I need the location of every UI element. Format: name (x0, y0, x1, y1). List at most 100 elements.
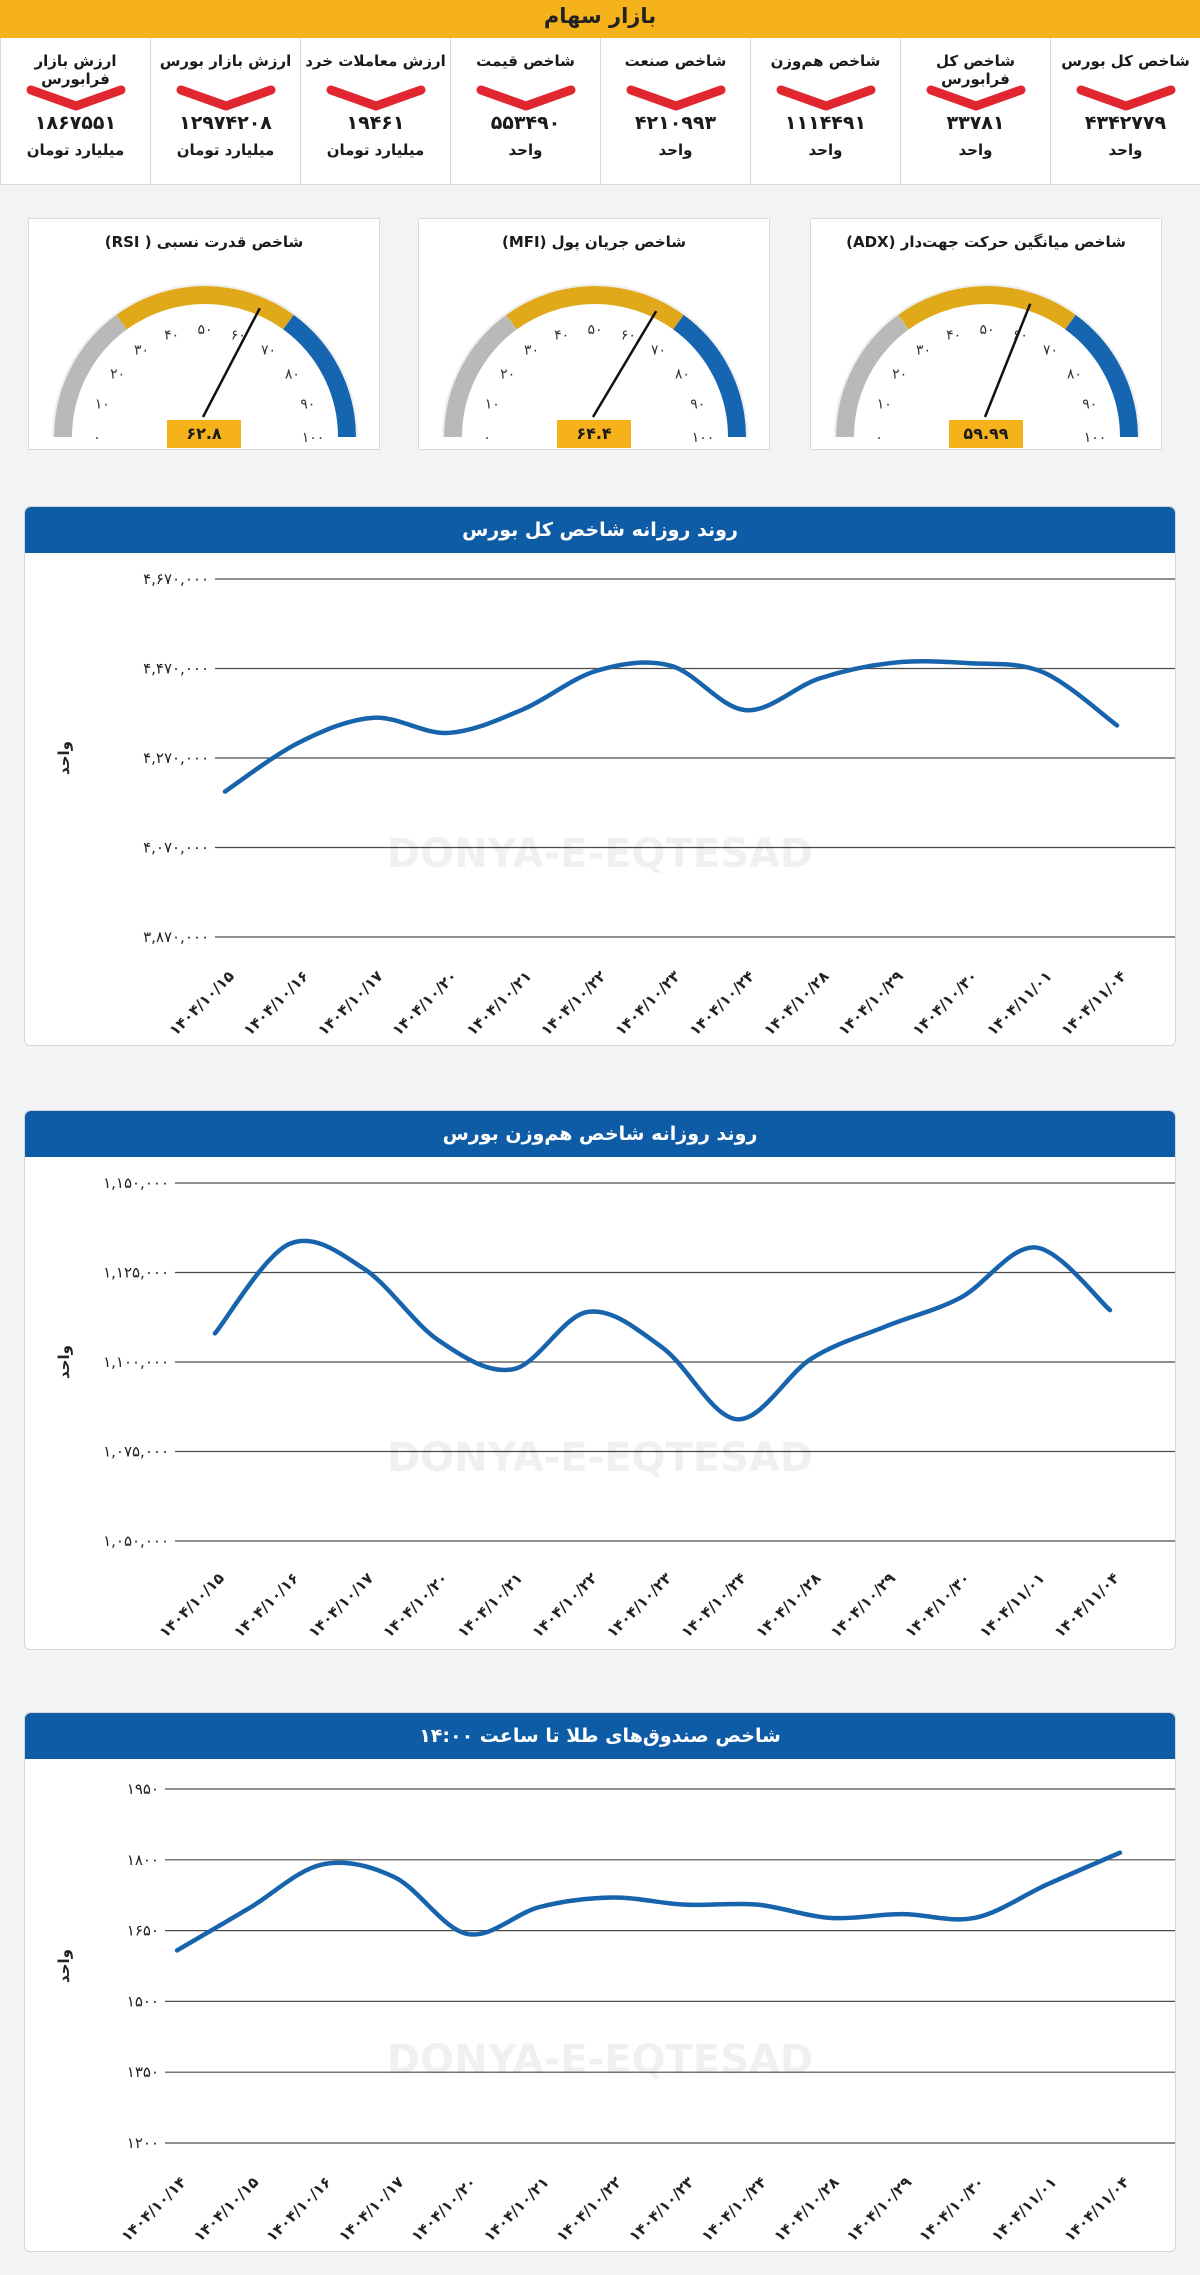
x-tick-label: ۱۴۰۴/۱۰/۲۹ (827, 1569, 899, 1641)
section-title: بازار سهام (543, 4, 657, 28)
gauge-band (54, 314, 127, 438)
series-line (222, 659, 1120, 794)
stat-value: ۱۹۴۶۱ (346, 112, 405, 134)
gauge-tick-label: ۷۰ (651, 343, 666, 359)
x-tick-label: ۱۴۰۴/۱۰/۲۸ (760, 967, 832, 1039)
x-tick-label: ۱۴۰۴/۱۰/۲۰ (408, 2173, 480, 2245)
stat-value: ۱۸۶۷۵۵۱ (34, 112, 117, 134)
stat-label: شاخص کل بورس (1061, 52, 1190, 70)
gauge-tick-label: ۴۰ (554, 327, 569, 343)
down-chevron-icon (326, 85, 425, 111)
chart-panel: شاخص صندوق‌های طلا تا ساعت ۱۴:۰۰ ۱۹۵۰ ۱۸۰۰… (24, 1712, 1176, 2252)
x-tick-label: ۱۴۰۴/۱۰/۱۵ (166, 967, 238, 1039)
x-tick-label: ۱۴۰۴/۱۰/۱۴ (118, 2173, 190, 2245)
stat-label: ارزش بازار فرابورس (34, 52, 117, 88)
stat-label: شاخص کل فرابورس (936, 52, 1015, 88)
x-tick-label: ۱۴۰۴/۱۰/۲۸ (770, 2173, 842, 2245)
gauge-tick-label: ۱۰۰ (692, 430, 715, 446)
x-tick-label: ۱۴۰۴/۱۰/۳۰ (901, 1569, 973, 1641)
gauge-tick-label: ۲۰ (110, 367, 125, 383)
y-tick-label: ۱,۰۵۰,۰۰۰ (103, 1532, 169, 1550)
gauge-tick-label: ۳۰ (916, 343, 931, 359)
gauge-tick-label: ۷۰ (1043, 343, 1058, 359)
gauge-tick-label: ۹۰ (690, 397, 705, 413)
watermark: DONYA-E-EQTESAD (387, 831, 813, 877)
stat-value: ۳۳۷۸۱ (946, 112, 1005, 134)
stat-unit: واحد (958, 141, 993, 159)
x-tick-label: ۱۴۰۴/۱۰/۲۱ (463, 967, 535, 1039)
y-tick-label: ۴,۴۷۰,۰۰۰ (143, 660, 209, 678)
down-chevron-icon (926, 85, 1025, 111)
stat-label: شاخص هم‌وزن (770, 52, 881, 70)
x-tick-label: ۱۴۰۴/۱۰/۱۶ (240, 967, 312, 1039)
x-tick-label: ۱۴۰۴/۱۰/۳۰ (909, 967, 981, 1039)
stat-label: ارزش بازار بورس (159, 52, 292, 70)
gauge-band (836, 314, 909, 438)
gauge-tick-label: ۵۰ (197, 322, 212, 338)
chart-title: روند روزانه شاخص هم‌وزن بورس (25, 1111, 1175, 1157)
section-banner: بازار سهام (0, 0, 1200, 38)
gauge-panel: شاخص میانگین حرکت جهت‌دار (ADX) ۰ ۱۰ ۲۰ ۳۰ ۴۰… (810, 218, 1162, 450)
y-tick-label: ۱۳۵۰ (127, 2063, 159, 2081)
x-tick-label: ۱۴۰۴/۱۰/۲۴ (686, 967, 758, 1039)
y-tick-label: ۱۶۵۰ (127, 1922, 159, 1940)
gauge-band (673, 314, 746, 438)
y-tick-label: ۱,۰۷۵,۰۰۰ (103, 1443, 169, 1461)
stat-unit: میلیارد تومان (26, 141, 125, 159)
gauge-tick-label: ۸۰ (675, 367, 690, 383)
gauge-tick-label: ۲۰ (500, 367, 515, 383)
stat-label: شاخص صنعت (624, 52, 727, 70)
x-tick-label: ۱۴۰۴/۱۰/۲۲ (537, 967, 609, 1039)
x-tick-label: ۱۴۰۴/۱۰/۱۵ (190, 2173, 262, 2245)
x-tick-label: ۱۴۰۴/۱۰/۲۳ (603, 1569, 675, 1641)
y-axis-label: واحد (55, 741, 73, 775)
x-tick-label: ۱۴۰۴/۱۰/۲۳ (612, 967, 684, 1039)
stat-value: ۴۳۴۲۷۷۹ (1084, 112, 1167, 134)
x-tick-label: ۱۴۰۴/۱۰/۱۶ (230, 1569, 302, 1641)
stat-label: شاخص قیمت (476, 52, 575, 70)
y-axis-label: واحد (55, 1345, 73, 1379)
stat-cell: شاخص صنعت ۴۲۱۰۹۹۳ واحد (600, 38, 750, 184)
y-tick-label: ۱۸۰۰ (127, 1851, 159, 1869)
gauge-panel: شاخص جریان پول (MFI) ۰ ۱۰ ۲۰ ۳۰ ۴۰ ۵۰ ۶۰ ۷۰ ۸۰ ۹۰ ۱… (418, 218, 770, 450)
x-tick-label: ۱۴۰۴/۱۰/۱۶ (263, 2173, 335, 2245)
gauge-readout: ۶۲.۸ (167, 420, 241, 448)
gauge-readout: ۶۴.۴ (557, 420, 631, 448)
gauge-band (506, 286, 684, 330)
stat-cell: شاخص هم‌وزن ۱۱۱۴۴۹۱ واحد (750, 38, 900, 184)
gauge-tick-label: ۰ (93, 430, 101, 446)
series-line (212, 1238, 1113, 1422)
watermark: DONYA-E-EQTESAD (387, 1435, 813, 1481)
gauge-tick-label: ۸۰ (285, 367, 300, 383)
y-tick-label: ۳,۸۷۰,۰۰۰ (143, 928, 209, 946)
gauge-tick-label: ۳۰ (134, 343, 149, 359)
watermark: DONYA-E-EQTESAD (387, 2037, 813, 2083)
x-tick-label: ۱۴۰۴/۱۱/۰۱ (976, 1569, 1048, 1641)
y-tick-label: ۴,۶۷۰,۰۰۰ (143, 570, 209, 588)
y-tick-label: ۴,۲۷۰,۰۰۰ (143, 749, 209, 767)
x-tick-label: ۱۴۰۴/۱۰/۲۲ (528, 1569, 600, 1641)
stat-unit: میلیارد تومان (326, 141, 425, 159)
x-tick-label: ۱۴۰۴/۱۰/۲۰ (379, 1569, 451, 1641)
y-tick-label: ۱۲۰۰ (127, 2134, 159, 2152)
x-tick-label: ۱۴۰۴/۱۰/۲۲ (553, 2173, 625, 2245)
gauge-tick-label: ۶۰ (231, 327, 246, 343)
x-tick-label: ۱۴۰۴/۱۰/۲۴ (698, 2173, 770, 2245)
gauge-tick-label: ۵۰ (979, 322, 994, 338)
x-tick-label: ۱۴۰۴/۱۰/۱۷ (314, 967, 386, 1039)
down-chevron-icon (1076, 85, 1175, 111)
gauge-tick-label: ۵۰ (587, 322, 602, 338)
x-tick-label: ۱۴۰۴/۱۰/۲۰ (389, 967, 461, 1039)
gauge-tick-label: ۳۰ (524, 343, 539, 359)
stat-value: ۱۲۹۷۴۲۰۸ (179, 112, 272, 134)
gauge-tick-label: ۱۰ (485, 397, 500, 413)
x-tick-label: ۱۴۰۴/۱۰/۲۸ (752, 1569, 824, 1641)
y-tick-label: ۱,۱۰۰,۰۰۰ (103, 1353, 169, 1371)
y-tick-label: ۱,۱۵۰,۰۰۰ (103, 1174, 169, 1192)
line-chart: ۱,۱۵۰,۰۰۰ ۱,۱۲۵,۰۰۰ ۱,۱۰۰,۰۰۰ ۱,۰۷۵,۰۰۰ ۱,۰۵… (55, 1174, 1175, 1641)
gauge-band (444, 314, 517, 438)
gauge-title: شاخص قدرت نسبی ( RSI) (104, 233, 304, 251)
y-axis-label: واحد (55, 1949, 73, 1983)
stat-unit: واحد (1108, 141, 1143, 159)
